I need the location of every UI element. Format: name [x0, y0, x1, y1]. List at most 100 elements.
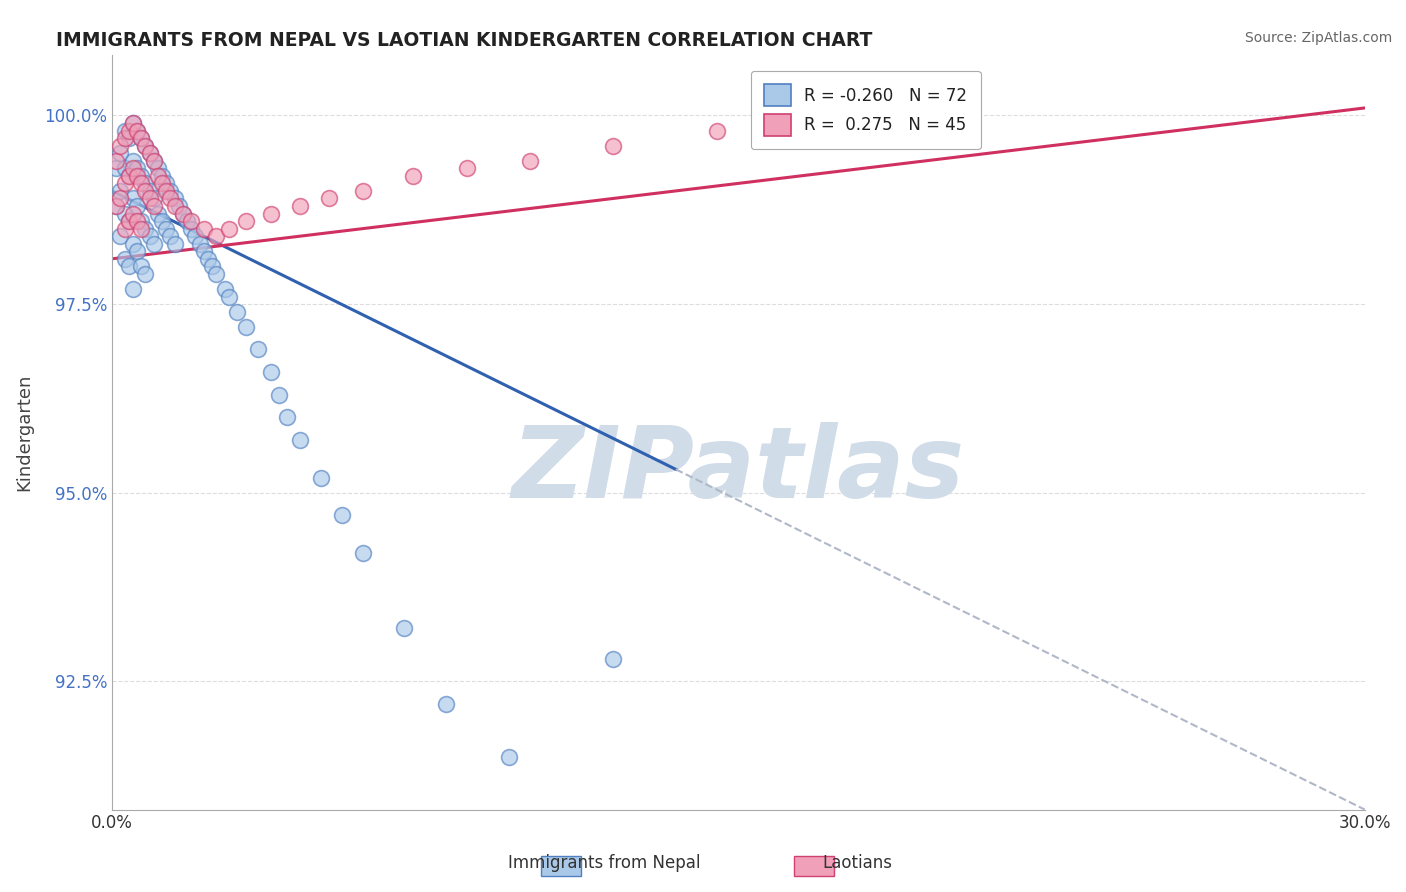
Text: IMMIGRANTS FROM NEPAL VS LAOTIAN KINDERGARTEN CORRELATION CHART: IMMIGRANTS FROM NEPAL VS LAOTIAN KINDERG…	[56, 31, 873, 50]
Point	[105, 153, 128, 168]
Point	[134, 138, 156, 153]
Point	[121, 206, 143, 220]
Point	[118, 214, 141, 228]
Point	[159, 192, 181, 206]
Point	[138, 146, 160, 161]
Point	[205, 267, 228, 281]
Point	[138, 146, 160, 161]
Point	[125, 123, 148, 137]
Point	[235, 214, 257, 228]
Point	[172, 206, 194, 220]
Point	[235, 319, 257, 334]
Point	[288, 199, 311, 213]
Text: ZIPatlas: ZIPatlas	[512, 422, 965, 518]
Point	[110, 229, 132, 244]
Point	[205, 229, 228, 244]
Point	[146, 169, 169, 183]
Point	[288, 433, 311, 447]
Point	[146, 161, 169, 176]
Point	[155, 177, 177, 191]
Point	[226, 304, 249, 318]
Point	[114, 252, 136, 266]
Point	[110, 184, 132, 198]
Legend: R = -0.260   N = 72, R =  0.275   N = 45: R = -0.260 N = 72, R = 0.275 N = 45	[751, 71, 980, 149]
Point	[434, 697, 457, 711]
Point	[401, 169, 423, 183]
Point	[121, 236, 143, 251]
Point	[134, 267, 156, 281]
Point	[118, 123, 141, 137]
Point	[155, 184, 177, 198]
Point	[125, 199, 148, 213]
Point	[114, 221, 136, 235]
Point	[129, 177, 152, 191]
Point	[330, 508, 353, 523]
Point	[114, 161, 136, 176]
Point	[121, 282, 143, 296]
Point	[114, 177, 136, 191]
Point	[105, 199, 128, 213]
Point	[142, 153, 165, 168]
Point	[121, 161, 143, 176]
Point	[118, 169, 141, 183]
Point	[129, 169, 152, 183]
Point	[159, 229, 181, 244]
Point	[163, 192, 186, 206]
Point	[134, 221, 156, 235]
Point	[129, 131, 152, 145]
Point	[260, 365, 283, 379]
Point	[150, 177, 173, 191]
Point	[121, 116, 143, 130]
Point	[125, 169, 148, 183]
Point	[138, 192, 160, 206]
Point	[129, 214, 152, 228]
Point	[142, 192, 165, 206]
Point	[519, 153, 541, 168]
Point	[125, 214, 148, 228]
Point	[176, 214, 198, 228]
Point	[105, 161, 128, 176]
Point	[163, 236, 186, 251]
Point	[201, 260, 224, 274]
Point	[129, 221, 152, 235]
Point	[129, 260, 152, 274]
Point	[706, 123, 728, 137]
Point	[155, 221, 177, 235]
Point	[193, 221, 215, 235]
Point	[394, 622, 416, 636]
Text: Source: ZipAtlas.com: Source: ZipAtlas.com	[1244, 31, 1392, 45]
Point	[118, 131, 141, 145]
Text: Immigrants from Nepal: Immigrants from Nepal	[509, 855, 700, 872]
Point	[260, 206, 283, 220]
Point	[129, 131, 152, 145]
Point	[159, 184, 181, 198]
Point	[110, 146, 132, 161]
Point	[105, 199, 128, 213]
Point	[114, 206, 136, 220]
Point	[114, 131, 136, 145]
Point	[456, 161, 478, 176]
Point	[138, 184, 160, 198]
Point	[267, 387, 290, 401]
Point	[602, 651, 624, 665]
Point	[142, 199, 165, 213]
Point	[134, 177, 156, 191]
Point	[309, 470, 332, 484]
Point	[118, 169, 141, 183]
Point	[118, 260, 141, 274]
Point	[125, 161, 148, 176]
Point	[184, 229, 207, 244]
Point	[146, 206, 169, 220]
Point	[142, 153, 165, 168]
Point	[121, 192, 143, 206]
Point	[197, 252, 219, 266]
Point	[125, 244, 148, 259]
Point	[167, 199, 190, 213]
Point	[142, 236, 165, 251]
Text: Laotians: Laotians	[823, 855, 893, 872]
Point	[121, 116, 143, 130]
Point	[218, 221, 240, 235]
Point	[498, 749, 520, 764]
Point	[172, 206, 194, 220]
Point	[150, 214, 173, 228]
